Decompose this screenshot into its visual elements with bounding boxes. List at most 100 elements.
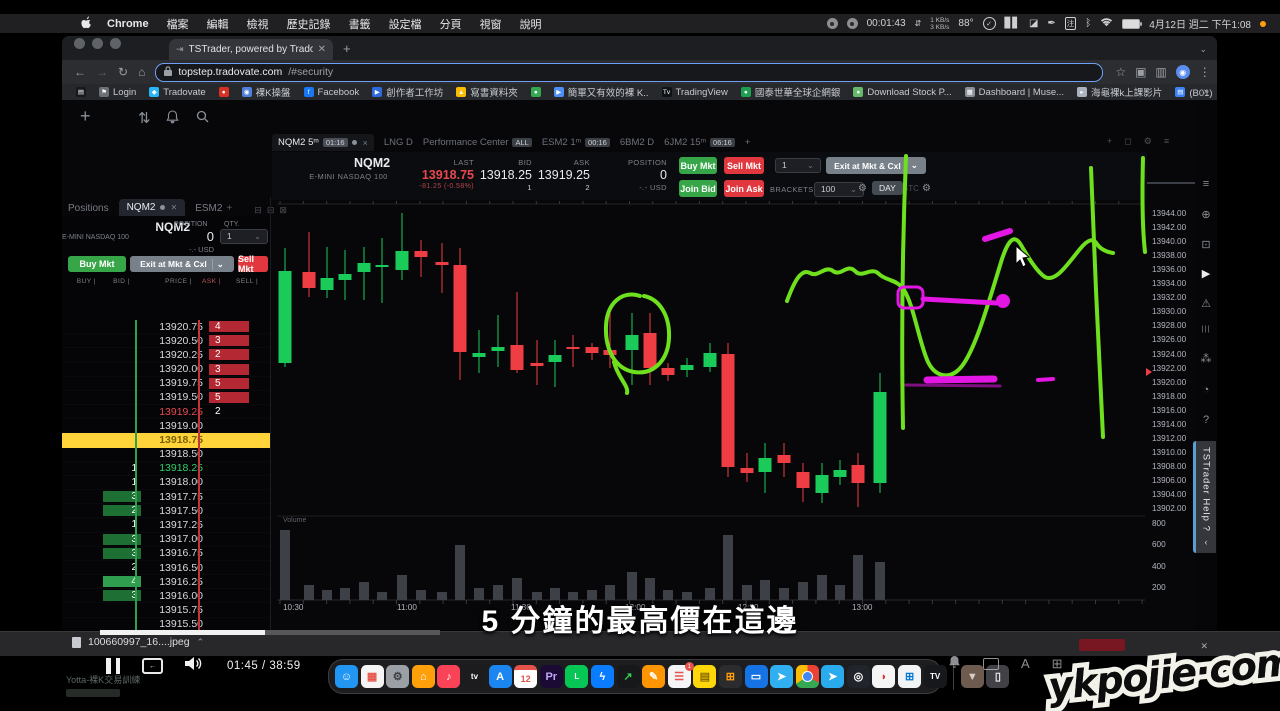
volume-icon[interactable] bbox=[185, 656, 205, 676]
menu-item-2[interactable]: 編輯 bbox=[206, 18, 229, 31]
menu-item-4[interactable]: 歷史記錄 bbox=[286, 18, 331, 31]
dock-notes[interactable]: ▤ bbox=[693, 665, 717, 688]
bid-size-cell[interactable]: 1 bbox=[103, 463, 141, 474]
buy-mkt-button[interactable]: Buy Mkt bbox=[68, 256, 126, 272]
menu-item-9[interactable]: 說明 bbox=[519, 18, 542, 31]
bookmark-item[interactable]: ▶ 簡單又有效的裸 K.. bbox=[553, 85, 649, 99]
bookmark-item[interactable]: ▤ bbox=[76, 87, 86, 97]
bookmark-item[interactable]: ● Download Stock P... bbox=[853, 87, 952, 98]
ladder-row[interactable]: 13915.50 bbox=[62, 618, 270, 630]
bell-icon[interactable] bbox=[166, 110, 179, 129]
bid-size-cell[interactable]: 2 bbox=[103, 505, 141, 517]
bookmark-item[interactable]: ▦ Dashboard | Muse... bbox=[964, 87, 1064, 98]
chart-settings-icon[interactable]: ⚙ bbox=[1143, 136, 1152, 146]
globe-icon[interactable]: ⊕ bbox=[1201, 209, 1211, 221]
address-bar[interactable]: topstep.tradovate.com /#security bbox=[155, 62, 1104, 82]
bid-size-cell[interactable]: 3 bbox=[103, 547, 141, 559]
menu-item-1[interactable]: 檔案 bbox=[166, 18, 189, 31]
zoom-window-button[interactable] bbox=[110, 38, 121, 49]
tab-esm2[interactable]: ESM2 bbox=[195, 203, 223, 214]
bookmark-item[interactable]: ● bbox=[218, 87, 229, 97]
gear-icon[interactable]: ⚙ bbox=[922, 183, 931, 194]
menu-item-6[interactable]: 設定檔 bbox=[388, 18, 422, 31]
bid-size-cell[interactable]: 1 bbox=[103, 519, 141, 530]
dock-pencil-app[interactable]: ✎ bbox=[642, 665, 666, 688]
menu-item-chrome[interactable]: Chrome bbox=[107, 17, 149, 30]
ladder-row[interactable]: 3 13917.75 bbox=[62, 490, 270, 504]
ladder-row[interactable]: 13919.50 5 bbox=[62, 391, 270, 405]
dock-stocks[interactable]: ↗ bbox=[616, 665, 640, 688]
add-tab-icon[interactable]: + bbox=[226, 203, 233, 214]
bookmark-item[interactable]: Tv TradingView bbox=[661, 87, 728, 98]
bookmark-star-icon[interactable]: ☆ bbox=[1115, 65, 1127, 79]
ladder-row[interactable]: 3 13917.00 bbox=[62, 533, 270, 547]
help-tab[interactable]: TSTrader Help ? ‹ bbox=[1193, 441, 1216, 553]
ladder-row[interactable]: 13920.50 3 bbox=[62, 334, 270, 348]
ladder-row[interactable]: 13918.50 bbox=[62, 448, 270, 462]
bookmark-item[interactable]: ▤(B01)【老余&Jack... bbox=[1175, 85, 1217, 99]
bid-size-cell[interactable]: 1 bbox=[103, 477, 141, 488]
widgets-icon[interactable]: ⊞ bbox=[1051, 655, 1063, 671]
menu-item-5[interactable]: 書籤 bbox=[348, 18, 371, 31]
snapshot-icon[interactable]: ◻ bbox=[1124, 136, 1132, 146]
extensions-icon[interactable]: ▣ bbox=[1135, 65, 1147, 79]
ask-size-cell[interactable]: 5 bbox=[209, 391, 249, 403]
ask-size-cell[interactable]: 2 bbox=[215, 406, 221, 418]
tab-search-chevron-icon[interactable]: ⌄ bbox=[1199, 44, 1207, 54]
ladder-row[interactable]: 13919.75 5 bbox=[62, 377, 270, 391]
dock-messenger[interactable]: ϟ bbox=[590, 665, 614, 688]
bookmark-item[interactable]: f Facebook bbox=[303, 87, 359, 98]
bluetooth-icon[interactable]: ᛒ bbox=[1085, 18, 1092, 29]
sell-mkt-button[interactable]: Sell Mkt bbox=[238, 254, 268, 274]
bid-size-cell[interactable]: 2 bbox=[103, 562, 141, 573]
ladder-row[interactable]: 2 13917.50 bbox=[62, 504, 270, 518]
ladder-row[interactable]: 13919.25 2 bbox=[62, 405, 270, 419]
bookmark-item[interactable]: ● 國泰世華全球企網銀 bbox=[740, 85, 840, 99]
ladder-row[interactable]: 1 13917.25 bbox=[62, 518, 270, 532]
bid-size-cell[interactable]: 4 bbox=[103, 576, 141, 588]
exit-at-mkt-button[interactable]: Exit at Mkt & Cxl ⌄ bbox=[130, 256, 234, 272]
dock-trash[interactable]: ▯ bbox=[986, 665, 1010, 688]
chart-exit-button[interactable]: Exit at Mkt & Cxl ⌄ bbox=[826, 157, 926, 174]
crosshair-icon[interactable]: + bbox=[1107, 136, 1113, 146]
ladder-row[interactable]: 4 13916.25 bbox=[62, 575, 270, 589]
back-button[interactable]: ← bbox=[74, 65, 86, 79]
dock-line[interactable]: L bbox=[565, 665, 589, 688]
ladder-row[interactable]: 13920.25 2 bbox=[62, 348, 270, 362]
dock-obs[interactable]: ◎ bbox=[846, 665, 870, 688]
dock-finder[interactable]: ☺ bbox=[335, 665, 358, 688]
youtube-icon[interactable]: ▶ bbox=[1201, 268, 1211, 280]
ladder-row[interactable]: 3 13916.00 bbox=[62, 589, 270, 603]
ladder-row[interactable]: 2 13916.50 bbox=[62, 561, 270, 575]
side-panel-icon[interactable]: ▥ bbox=[1155, 65, 1167, 79]
bookmark-item[interactable]: ● bbox=[530, 87, 541, 97]
chart-tab[interactable]: ESM2 1ᵐ 00:16 bbox=[542, 137, 610, 148]
dock-home[interactable]: ⌂ bbox=[411, 665, 435, 688]
ladder-row[interactable]: 1 13918.25 bbox=[62, 462, 270, 476]
bookmark-item[interactable]: ⚑ Login bbox=[99, 87, 136, 98]
join-ask-button[interactable]: Join Ask bbox=[724, 180, 764, 197]
minimize-window-button[interactable] bbox=[92, 38, 103, 49]
chart-tab[interactable]: + bbox=[744, 137, 751, 148]
dock-system-settings[interactable]: ⚙ bbox=[386, 665, 410, 688]
bid-size-cell[interactable]: 3 bbox=[103, 590, 141, 602]
dock-share-app[interactable]: ➤ bbox=[770, 665, 794, 688]
chart-tab[interactable]: NQM2 5ᵐ 01:16 × bbox=[272, 134, 374, 151]
ladder-row[interactable]: 13920.75 4 bbox=[62, 320, 270, 334]
dock-calendar[interactable]: 12 bbox=[514, 665, 538, 688]
bookmark-item[interactable]: ▸ 海龜裸k上課影片 bbox=[1077, 85, 1162, 99]
bookmarks-overflow-icon[interactable]: » bbox=[1203, 86, 1209, 97]
dock-keynote[interactable]: ▭ bbox=[744, 665, 768, 688]
screenshot-app-icon[interactable]: ◪ bbox=[1028, 18, 1039, 29]
pause-button[interactable] bbox=[106, 658, 120, 674]
chart-tab[interactable]: 6JM2 15ᵐ 06:16 bbox=[664, 137, 735, 148]
input-method-icon[interactable]: 注 bbox=[1064, 17, 1077, 30]
camera-record-icon[interactable] bbox=[846, 18, 858, 29]
chart-menu-icon[interactable]: ≡ bbox=[1163, 136, 1170, 146]
dock-launchpad[interactable]: ▦ bbox=[360, 665, 384, 688]
home-button[interactable]: ⌂ bbox=[138, 65, 146, 79]
sort-icon[interactable]: ⇅ bbox=[138, 110, 151, 127]
module-close-icon[interactable]: ⊠ bbox=[279, 205, 287, 215]
ask-size-cell[interactable]: 4 bbox=[209, 321, 249, 333]
community-icon[interactable]: ⁂ bbox=[1200, 353, 1212, 365]
